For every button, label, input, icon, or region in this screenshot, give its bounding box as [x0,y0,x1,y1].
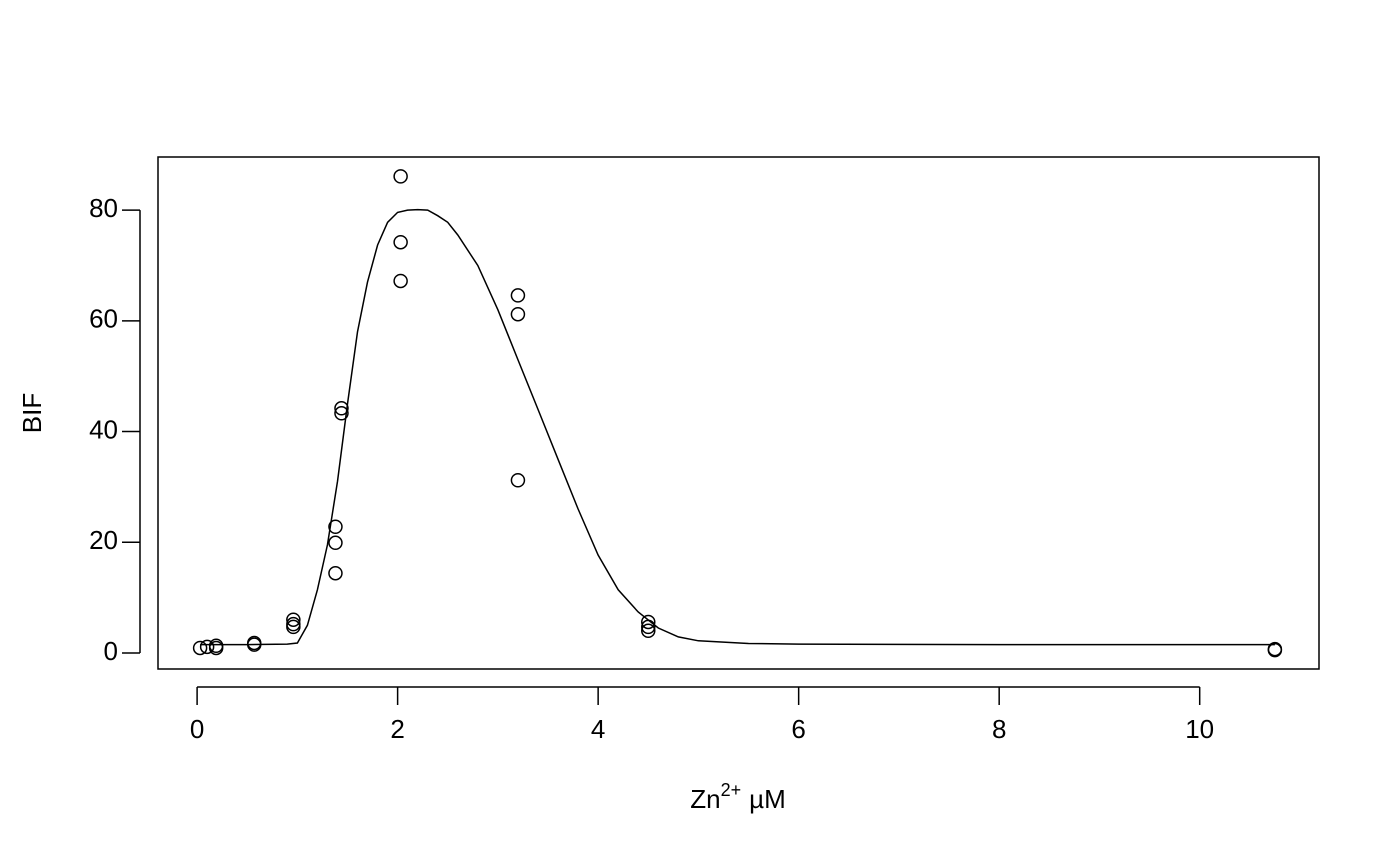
data-point [246,637,262,652]
x-label-unit: µM [749,784,786,814]
data-point [1267,641,1283,657]
data-point [208,640,224,656]
data-point [192,640,208,656]
data-point [328,519,343,534]
x-tick-label: 0 [190,714,204,744]
x-tick-label: 6 [791,714,805,744]
data-point [328,535,343,551]
y-tick-label: 40 [89,414,118,444]
data-point [641,614,656,630]
y-axis-label: BIF [17,393,47,433]
data-point [641,623,656,639]
y-tick-label: 0 [104,636,118,666]
data-point [393,169,408,184]
data-point [641,619,656,635]
x-tick-label: 4 [591,714,605,744]
data-point [510,473,526,488]
data-point [199,639,215,655]
data-point [286,612,301,627]
x-label-sup: 2+ [721,780,742,800]
fit-curve [200,208,1275,646]
y-tick-label: 80 [89,193,118,223]
plot-frame [157,156,1320,670]
x-tick-label: 2 [390,714,404,744]
x-tick-label: 8 [992,714,1006,744]
x-axis-label: Zn2+ µM [690,780,786,814]
data-point [286,616,301,632]
data-point [1267,642,1283,658]
y-tick-label: 20 [89,525,118,555]
x-label-base: Zn [690,784,720,814]
data-point [393,273,408,289]
data-point [334,406,349,421]
x-tick-label: 10 [1185,714,1214,744]
data-point [393,234,408,250]
y-tick-label: 60 [89,304,118,334]
data-point [334,401,349,416]
data-point [510,288,526,303]
data-point [328,565,343,581]
data-point [510,306,526,322]
